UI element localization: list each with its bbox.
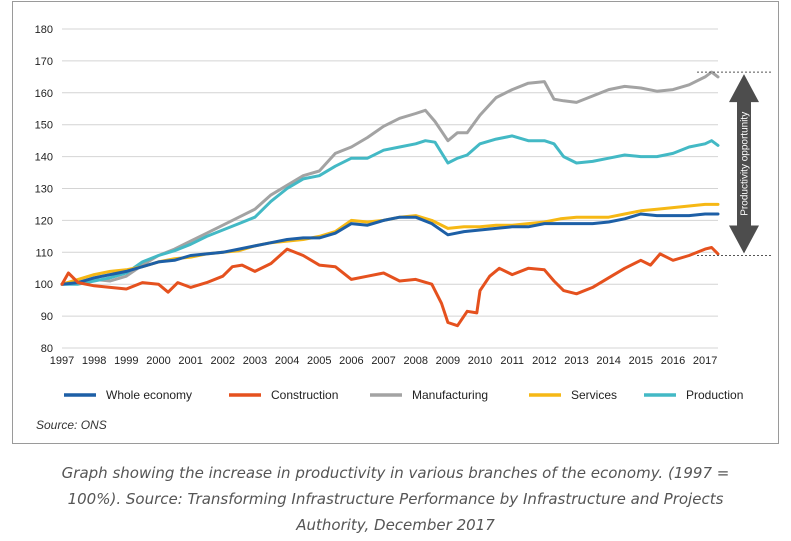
x-tick-label: 2008 [403,355,427,367]
caption-line-3: Authority, December 2017 [296,516,495,534]
series-line-whole-economy [60,212,720,286]
y-tick-label: 130 [35,184,53,196]
y-tick-label: 120 [35,215,53,227]
y-tick-label: 170 [35,56,53,68]
x-tick-label: 2005 [307,355,331,367]
x-tick-label: 2003 [243,355,267,367]
data-series [60,70,720,328]
legend-label: Services [571,388,617,402]
legend-label: Construction [271,388,338,402]
figure-caption: Graph showing the increase in productivi… [20,460,771,538]
chart-frame: 80 90 100 110 120 130 140 150 160 170 180 1997 1998… [12,1,779,444]
double-arrow-icon [729,74,759,254]
x-tick-label: 2017 [693,355,717,367]
x-tick-label: 2009 [436,355,460,367]
x-tick-label: 2011 [500,355,524,367]
y-tick-label: 80 [41,343,53,355]
annotation-label: Productivity opportunity [740,112,751,216]
x-tick-label: 1998 [82,355,106,367]
x-tick-label: 1997 [50,355,74,367]
caption-line-1: Graph showing the increase in productivi… [61,464,730,482]
gridlines [62,28,718,349]
y-tick-label: 90 [41,311,53,323]
x-tick-label: 2002 [211,355,235,367]
productivity-opportunity-annotation: Productivity opportunity [697,71,771,256]
y-axis-ticks: 80 90 100 110 120 130 140 150 160 170 180 [35,24,53,355]
series-line-construction [60,246,720,328]
x-tick-label: 1999 [114,355,138,367]
x-tick-label: 2013 [564,355,588,367]
caption-line-2: 100%). Source: Transforming Infrastructu… [67,490,724,508]
x-tick-label: 2006 [339,355,363,367]
y-tick-label: 100 [35,279,53,291]
y-tick-label: 160 [35,88,53,100]
x-tick-label: 2004 [275,355,299,367]
x-tick-label: 2010 [468,355,492,367]
series-line-manufacturing [60,70,720,286]
legend-label: Production [686,388,743,402]
legend-label: Manufacturing [412,388,488,402]
x-tick-label: 2014 [596,355,620,367]
line-chart: 80 90 100 110 120 130 140 150 160 170 180 1997 1998… [35,24,771,432]
x-tick-label: 2012 [532,355,556,367]
y-tick-label: 150 [35,120,53,132]
x-tick-label: 2016 [661,355,685,367]
source-note: Source: ONS [36,418,107,432]
x-tick-label: 2000 [146,355,170,367]
y-tick-label: 110 [35,247,53,259]
x-tick-label: 2001 [178,355,202,367]
x-tick-label: 2015 [629,355,653,367]
x-tick-label: 2007 [371,355,395,367]
y-tick-label: 140 [35,152,53,164]
legend: Whole economy Construction Manufacturing Se… [64,388,743,402]
x-axis-ticks: 1997 1998 1999 2000 2001 2002 2003 2004 2005 2006… [50,355,718,367]
series-line-production [60,134,720,286]
y-tick-label: 180 [35,24,53,36]
legend-label: Whole economy [106,388,192,402]
